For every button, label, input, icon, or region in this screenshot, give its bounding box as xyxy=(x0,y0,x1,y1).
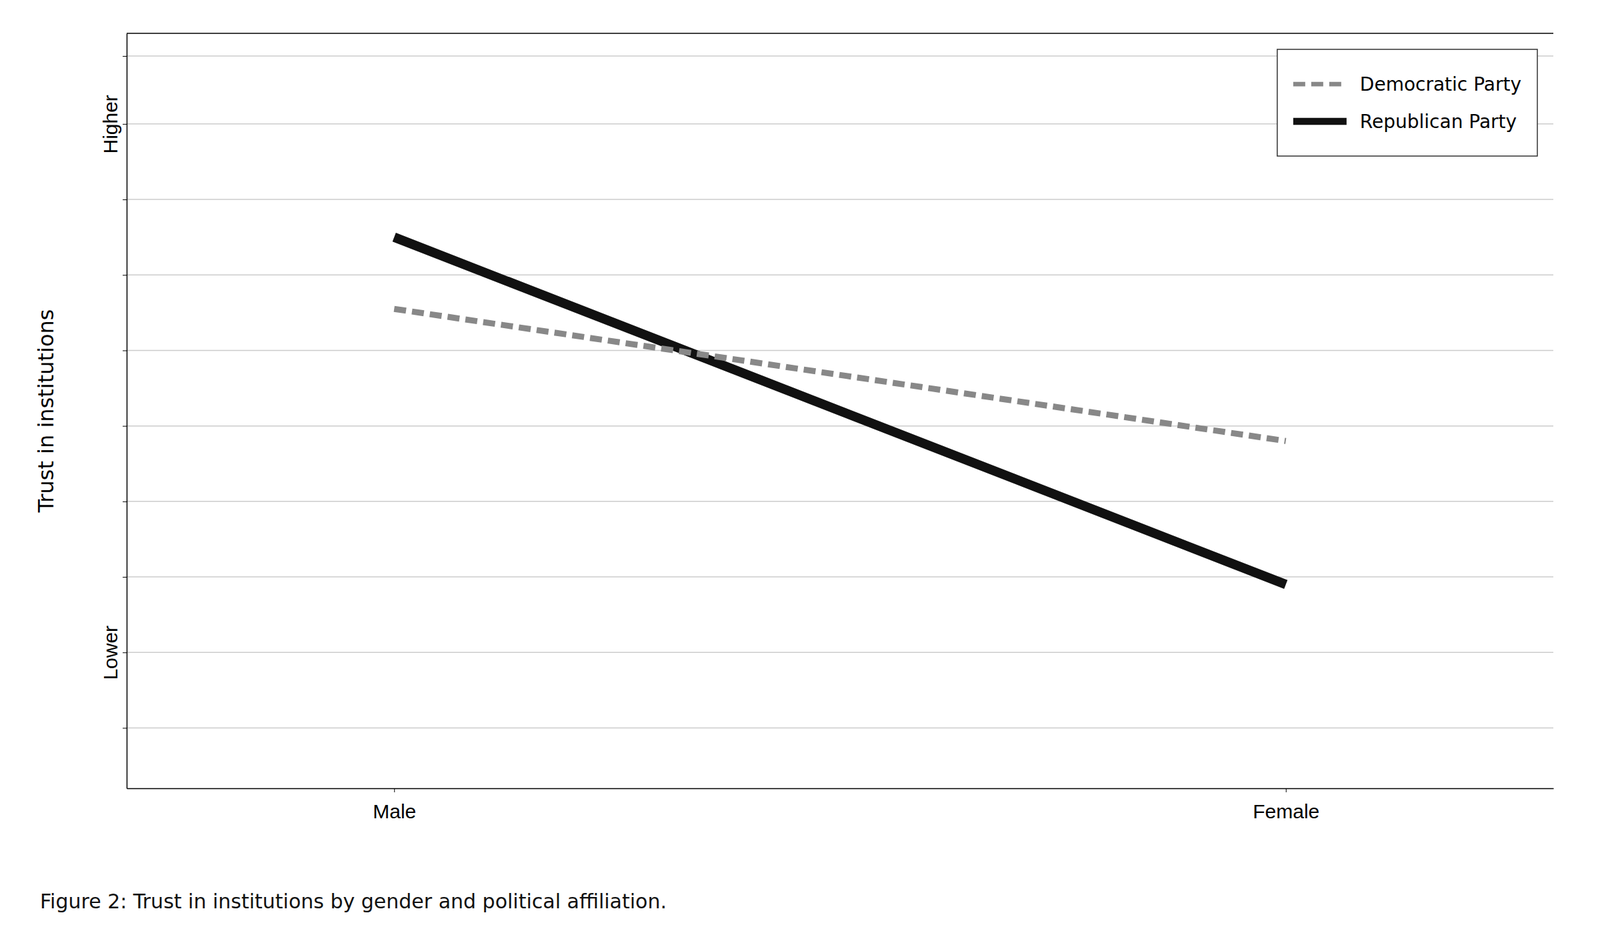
y-tick-label: Higher xyxy=(99,94,122,154)
y-tick-mark xyxy=(122,274,127,276)
grid-line xyxy=(126,500,1554,502)
y-axis-title: Trust in institutions xyxy=(33,308,59,513)
y-tick-mark xyxy=(122,727,127,728)
x-axis: Male Female xyxy=(127,788,1554,822)
y-tick-mark xyxy=(122,124,127,125)
y-tick-mark xyxy=(122,501,127,502)
y-tick xyxy=(122,56,127,57)
plot: Male Female Lower Higher Democratic Party Rep… xyxy=(99,33,1554,822)
x-tick: Male xyxy=(372,788,416,822)
y-tick-label: Lower xyxy=(99,625,122,680)
grid-line xyxy=(126,651,1554,653)
y-tick-mark xyxy=(122,426,127,427)
frame-top xyxy=(126,32,1554,34)
grid-line xyxy=(126,198,1554,200)
x-tick-mark xyxy=(394,788,395,792)
x-tick-label: Male xyxy=(372,800,416,822)
legend-box xyxy=(1277,49,1538,156)
series-line xyxy=(394,237,1286,585)
y-tick xyxy=(122,274,127,276)
grid-line xyxy=(126,425,1554,427)
y-axis: Lower Higher xyxy=(99,34,128,789)
y-tick: Lower xyxy=(99,625,127,680)
grid-line xyxy=(126,576,1554,578)
y-tick xyxy=(122,426,127,427)
y-tick xyxy=(122,501,127,502)
y-tick xyxy=(122,350,127,351)
y-tick-mark xyxy=(122,576,127,578)
grid-line xyxy=(126,727,1554,729)
legend-item: Democratic Party xyxy=(1293,73,1522,96)
x-tick-label: Female xyxy=(1252,800,1320,822)
y-tick-mark xyxy=(122,652,127,653)
y-tick-mark xyxy=(122,350,127,351)
y-tick xyxy=(122,576,127,578)
grid-line xyxy=(126,274,1554,276)
legend-swatch xyxy=(1293,82,1347,87)
caption: Figure 2: Trust in institutions by gende… xyxy=(40,889,667,913)
x-tick-mark xyxy=(1286,788,1287,792)
legend: Democratic Party Republican Party xyxy=(1277,49,1538,156)
x-tick: Female xyxy=(1252,788,1320,822)
y-tick xyxy=(122,199,127,200)
y-axis-line xyxy=(126,34,128,789)
chart: Male Female Lower Higher Democratic Party Rep… xyxy=(0,0,1600,935)
y-tick xyxy=(122,727,127,728)
grid-line xyxy=(126,350,1554,352)
lines xyxy=(394,237,1286,585)
x-axis-line xyxy=(127,788,1554,790)
legend-item: Republican Party xyxy=(1293,110,1517,133)
y-tick: Higher xyxy=(99,94,127,154)
series-line xyxy=(394,308,1286,441)
legend-swatch xyxy=(1293,118,1347,126)
legend-label: Democratic Party xyxy=(1360,73,1522,96)
y-tick-mark xyxy=(122,199,127,200)
grid xyxy=(126,56,1554,728)
legend-label: Republican Party xyxy=(1360,110,1517,133)
y-tick-mark xyxy=(122,56,127,57)
